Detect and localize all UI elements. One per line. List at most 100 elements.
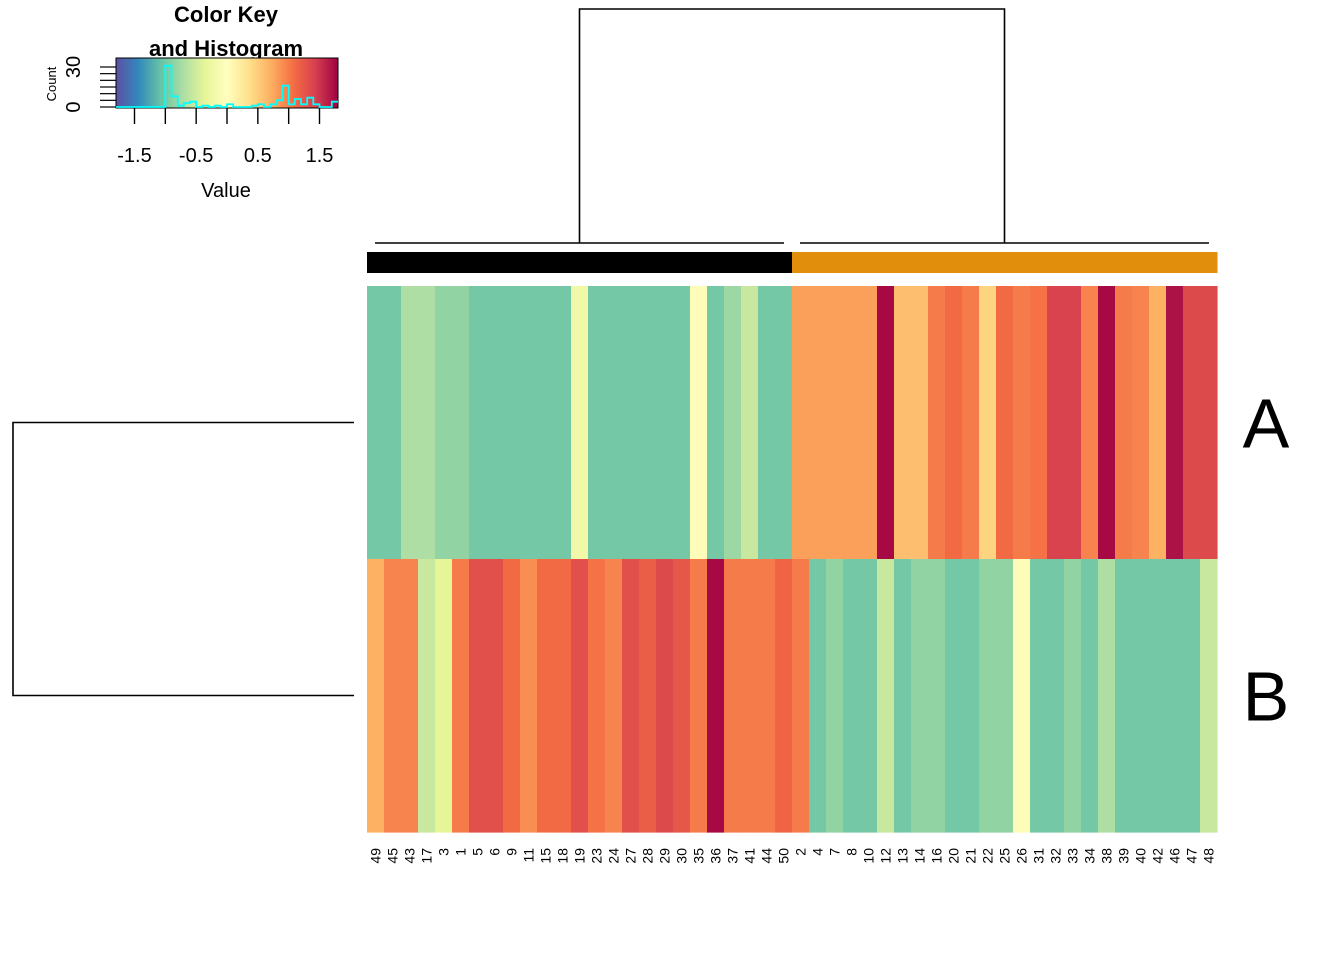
column-label: 29 [657,848,673,864]
heatmap-cell [418,286,436,560]
heatmap-cell [554,286,572,560]
heatmap-cell [996,286,1014,560]
heatmap-cell [1200,286,1218,560]
heatmap-cell [962,559,980,833]
heatmap-cell [588,559,606,833]
heatmap-cell [418,559,436,833]
heatmap-cell [1030,559,1048,833]
heatmap-cell [962,286,980,560]
column-label: 9 [504,848,520,856]
color-key-x-tick-label: 1.5 [306,145,334,167]
heatmap-cell [605,559,623,833]
heatmap-cell [639,559,657,833]
heatmap-cell [401,559,419,833]
heatmap-cell [673,559,691,833]
color-key-y-tick-label: 0 [63,101,85,112]
column-label: 14 [912,848,928,864]
heatmap-cell [843,286,861,560]
heatmap-cell [894,559,912,833]
column-label: 28 [640,848,656,864]
heatmap-cell [1200,559,1218,833]
heatmap-cell [673,286,691,560]
heatmap-cell [605,286,623,560]
heatmap-cell [503,286,521,560]
color-key-xlabel: Value [201,180,251,202]
column-label: 31 [1031,848,1047,864]
heatmap-cell [537,559,555,833]
heatmap-cell [520,286,538,560]
column-label: 36 [708,848,724,864]
heatmap-cell [1047,286,1065,560]
heatmap-cell [435,286,453,560]
heatmap-cell [367,286,385,560]
column-label: 4 [810,848,826,856]
heatmap-cell [707,286,725,560]
heatmap-cell [775,559,793,833]
heatmap-cell [571,286,589,560]
column-label: 18 [555,848,571,864]
heatmap-cells [367,286,1218,833]
column-label: 6 [487,848,503,856]
column-label: 22 [980,848,996,864]
heatmap-cell [486,559,504,833]
heatmap-cell [775,286,793,560]
heatmap-cell [554,559,572,833]
column-label: 19 [572,848,588,864]
color-key-x-tick-label: -1.5 [117,145,151,167]
heatmap-cell [1115,286,1133,560]
heatmap-cell [1030,286,1048,560]
row-labels: AB [1243,385,1290,736]
heatmap-cell [877,559,895,833]
column-label: 8 [844,848,860,856]
heatmap-cell [384,286,402,560]
heatmap-cell [928,286,946,560]
heatmap-cell [1098,286,1116,560]
column-label: 34 [1082,848,1098,864]
heatmap-cell [707,559,725,833]
column-label: 25 [997,848,1013,864]
heatmap-cell [1013,286,1031,560]
column-label: 40 [1133,848,1149,864]
heatmap-cell [826,286,844,560]
heatmap-cell [588,286,606,560]
heatmap-cell [1047,559,1065,833]
heatmap-cell [894,286,912,560]
column-label: 12 [878,848,894,864]
column-label: 35 [691,848,707,864]
heatmap-cell [1132,559,1150,833]
column-label: 11 [521,848,537,863]
column-labels: 49 45 43 17 3 1 5 6 9 11 15 18 19 23 24 27 28 29 30 35 36 37 4… [368,848,1217,864]
column-label: 5 [470,848,486,856]
column-group-bar [367,252,793,273]
column-label: 23 [589,848,605,864]
column-group-bar [792,252,1218,273]
column-side-colors [367,252,1218,273]
heatmap-cell [656,559,674,833]
heatmap-cell [469,286,487,560]
column-label: 20 [946,848,962,864]
heatmap-cell [1132,286,1150,560]
column-label: 3 [436,848,452,856]
heatmap-cell [809,559,827,833]
heatmap-cell [690,286,708,560]
heatmap-cell [843,559,861,833]
heatmap-cell [741,286,759,560]
heatmap-cell [1013,559,1031,833]
heatmap-cell [724,286,742,560]
heatmap-cell [911,286,929,560]
heatmap-cell [384,559,402,833]
heatmap-cell [1064,559,1082,833]
column-label: 16 [929,848,945,864]
column-label: 17 [419,848,435,864]
heatmap-cell [469,559,487,833]
column-label: 27 [623,848,639,864]
heatmap-cell [367,559,385,833]
column-label: 1 [453,848,469,856]
color-key-subtitle: and Histogram [149,36,303,61]
heatmap-cell [622,559,640,833]
heatmap-cell [1149,286,1167,560]
column-label: 44 [759,848,775,864]
color-key-x-tick-label: -0.5 [179,145,213,167]
heatmap-cell [1183,559,1201,833]
